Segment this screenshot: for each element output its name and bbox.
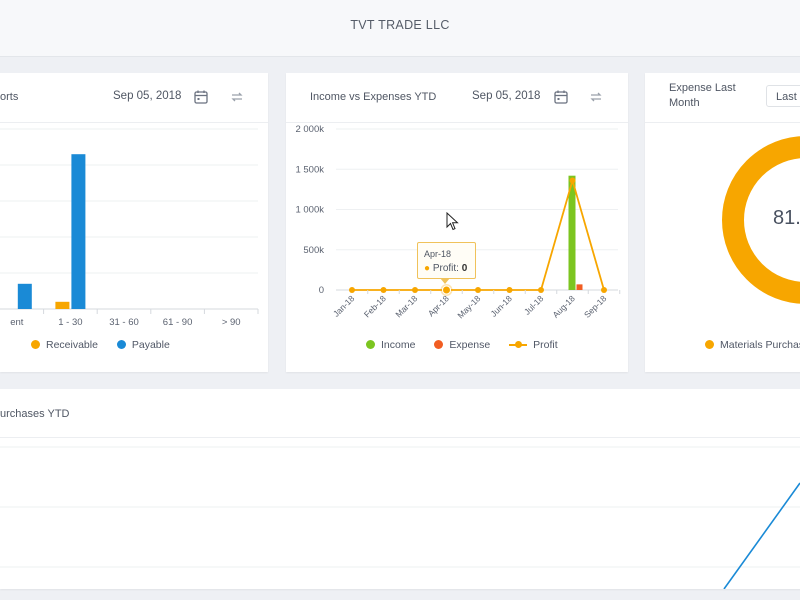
y-tick-label: 500k <box>303 245 324 256</box>
tooltip-month: Apr-18 <box>424 249 452 259</box>
x-tick-label: Feb-18 <box>362 293 388 319</box>
bar-payable <box>71 154 86 309</box>
y-tick-label: 1 500k <box>295 164 324 175</box>
x-tick-label: 1 - 30 <box>58 317 82 328</box>
expense-card-header: Expense Last Month <box>645 73 800 123</box>
mouse-cursor-icon <box>446 212 459 231</box>
aging-card-date: Sep 05, 2018 <box>113 90 182 102</box>
refresh-icon[interactable] <box>588 89 604 105</box>
tooltip-label: Profit: <box>432 263 459 274</box>
profit-point <box>412 287 418 293</box>
profit-legend-marker <box>509 340 528 349</box>
x-tick-label: 61 - 90 <box>163 317 193 328</box>
bar-expense <box>576 284 583 290</box>
legend-label-receivable: Receivable <box>46 339 98 351</box>
profit-point <box>349 287 355 293</box>
profit-point <box>601 287 607 293</box>
refresh-icon[interactable] <box>229 89 245 105</box>
top-bar: TVT TRADE LLC <box>0 0 800 57</box>
expense-card-title-line2: Month <box>669 97 700 109</box>
calendar-icon[interactable] <box>553 89 569 105</box>
income-legend: Income Expense Profit <box>366 339 574 351</box>
profit-point <box>442 285 451 295</box>
expense-legend: Materials Purchas <box>705 339 800 351</box>
profit-point <box>380 287 387 293</box>
income-card-header: Income vs Expenses YTD Sep 05, 2018 <box>286 73 628 123</box>
tooltip-profit: ● Profit: 0 <box>424 263 468 274</box>
legend-label-income: Income <box>381 339 416 351</box>
x-tick-label: Apr-18 <box>426 293 451 318</box>
legend-item-payable[interactable]: Payable <box>116 339 170 351</box>
purchases-card-title: urchases YTD <box>0 408 70 420</box>
expense-last-month-card: Expense Last Month Materials Purchas <box>645 73 800 372</box>
aging-report-card: orts Sep 05, 2018 ent 1 - 30 31 - 60 61 - 9… <box>0 73 268 372</box>
income-card-title: Income vs Expenses YTD <box>310 91 437 103</box>
legend-label-materials: Materials Purchas <box>720 339 800 351</box>
x-tick-label: Jan-18 <box>331 293 357 319</box>
y-tick-label: 1 000k <box>295 205 324 216</box>
receivable-legend-dot <box>31 340 40 349</box>
profit-point <box>569 177 576 184</box>
x-tick-label: ent <box>10 317 24 328</box>
purchases-line <box>723 482 800 589</box>
aging-chart: ent 1 - 30 31 - 60 61 - 90 > 90 <box>0 128 259 328</box>
bar-payable <box>17 283 32 309</box>
legend-item-expense[interactable]: Expense <box>434 339 490 351</box>
expense-card-title-line1: Expense Last <box>669 82 736 94</box>
x-tick-label: > 90 <box>222 317 241 328</box>
profit-line <box>352 177 605 291</box>
bar-receivable <box>55 301 70 309</box>
income-chart: 0 500k 1 000k 1 500k 2 000k Jan-18 Feb-18 Mar-… <box>295 124 621 320</box>
y-tick-label: 0 <box>319 285 324 296</box>
period-dropdown[interactable]: Last <box>766 85 800 107</box>
legend-label-profit: Profit <box>533 339 558 351</box>
income-legend-dot <box>366 340 375 349</box>
x-tick-label: Jul-18 <box>522 293 546 317</box>
donut-center-value: 81.9 <box>773 207 800 229</box>
x-tick-label: 31 - 60 <box>109 317 139 328</box>
purchases-chart <box>0 446 800 589</box>
expense-legend-dot <box>434 340 444 349</box>
company-name: TVT TRADE LLC <box>350 18 450 32</box>
tooltip-value: 0 <box>461 263 468 274</box>
profit-point <box>538 287 544 293</box>
legend-label-payable: Payable <box>131 339 170 351</box>
aging-legend: Receivable Payable <box>31 339 186 351</box>
expense-donut-chart <box>722 136 800 304</box>
legend-item-profit[interactable]: Profit <box>509 339 558 351</box>
legend-label-expense: Expense <box>449 339 491 351</box>
aging-card-header: orts Sep 05, 2018 <box>0 73 268 123</box>
bar-income <box>568 175 576 290</box>
x-tick-label: May-18 <box>455 293 482 320</box>
x-tick-label: Jun-18 <box>488 293 514 319</box>
calendar-icon[interactable] <box>193 89 209 105</box>
chart-tooltip: Apr-18 ● Profit: 0 <box>417 242 476 279</box>
donut-ring <box>722 136 800 304</box>
legend-item-receivable[interactable]: Receivable <box>31 339 98 351</box>
y-tick-label: 2 000k <box>295 124 324 135</box>
x-tick-label: Mar-18 <box>393 293 419 319</box>
aging-card-title: orts <box>0 91 19 103</box>
materials-legend-dot <box>705 340 714 349</box>
payable-legend-dot <box>116 340 126 349</box>
x-tick-label: Sep-18 <box>582 293 609 320</box>
income-card-date: Sep 05, 2018 <box>472 90 541 102</box>
x-tick-label: Aug-18 <box>550 293 577 320</box>
profit-point <box>475 287 481 293</box>
purchases-ytd-card: urchases YTD <box>0 389 800 589</box>
purchases-card-header: urchases YTD <box>0 389 800 438</box>
tooltip-arrow <box>440 278 450 284</box>
legend-item-income[interactable]: Income <box>366 339 415 351</box>
legend-item-materials[interactable]: Materials Purchas <box>705 339 800 351</box>
profit-point <box>506 287 513 293</box>
